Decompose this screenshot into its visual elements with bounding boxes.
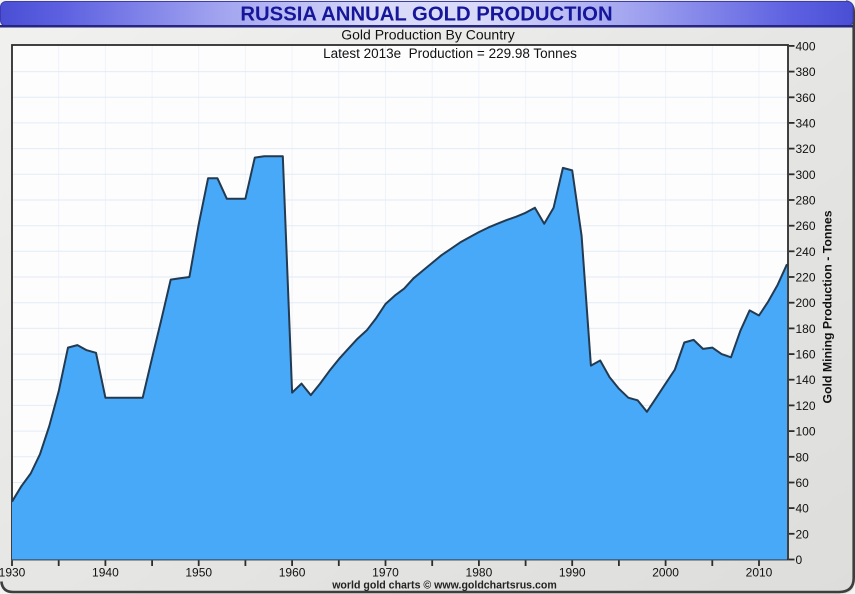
svg-text:320: 320 (796, 142, 816, 156)
svg-text:Gold Mining Production - Tonne: Gold Mining Production - Tonnes (821, 210, 835, 403)
svg-text:1930: 1930 (0, 566, 26, 580)
svg-text:220: 220 (796, 271, 816, 285)
svg-text:120: 120 (796, 399, 816, 413)
svg-text:Latest 2013e Production = 229: Latest 2013e Production = 229.98 Tonnes (323, 46, 577, 61)
svg-text:RUSSIA ANNUAL GOLD PRODUCTION: RUSSIA ANNUAL GOLD PRODUCTION (240, 4, 612, 26)
svg-text:1950: 1950 (185, 566, 212, 580)
svg-text:80: 80 (796, 450, 810, 464)
svg-text:280: 280 (796, 194, 816, 208)
svg-text:2000: 2000 (652, 566, 679, 580)
svg-text:340: 340 (796, 116, 816, 130)
svg-text:40: 40 (796, 502, 810, 516)
svg-text:140: 140 (796, 373, 816, 387)
svg-text:2010: 2010 (746, 566, 773, 580)
svg-text:1990: 1990 (559, 566, 586, 580)
svg-text:260: 260 (796, 219, 816, 233)
svg-text:400: 400 (796, 39, 816, 53)
svg-text:1980: 1980 (466, 566, 493, 580)
svg-text:160: 160 (796, 348, 816, 362)
svg-text:360: 360 (796, 91, 816, 105)
svg-text:60: 60 (796, 476, 810, 490)
svg-text:0: 0 (796, 553, 803, 567)
svg-text:1960: 1960 (279, 566, 306, 580)
svg-text:300: 300 (796, 168, 816, 182)
svg-text:20: 20 (796, 527, 810, 541)
svg-text:100: 100 (796, 425, 816, 439)
svg-text:1940: 1940 (92, 566, 119, 580)
svg-text:200: 200 (796, 296, 816, 310)
svg-text:Gold Production By Country: Gold Production By Country (341, 27, 515, 43)
svg-text:world gold charts © www.goldch: world gold charts © www.goldchartsrus.co… (331, 580, 557, 592)
svg-text:240: 240 (796, 245, 816, 259)
svg-text:1970: 1970 (372, 566, 399, 580)
svg-text:180: 180 (796, 322, 816, 336)
svg-text:380: 380 (796, 65, 816, 79)
